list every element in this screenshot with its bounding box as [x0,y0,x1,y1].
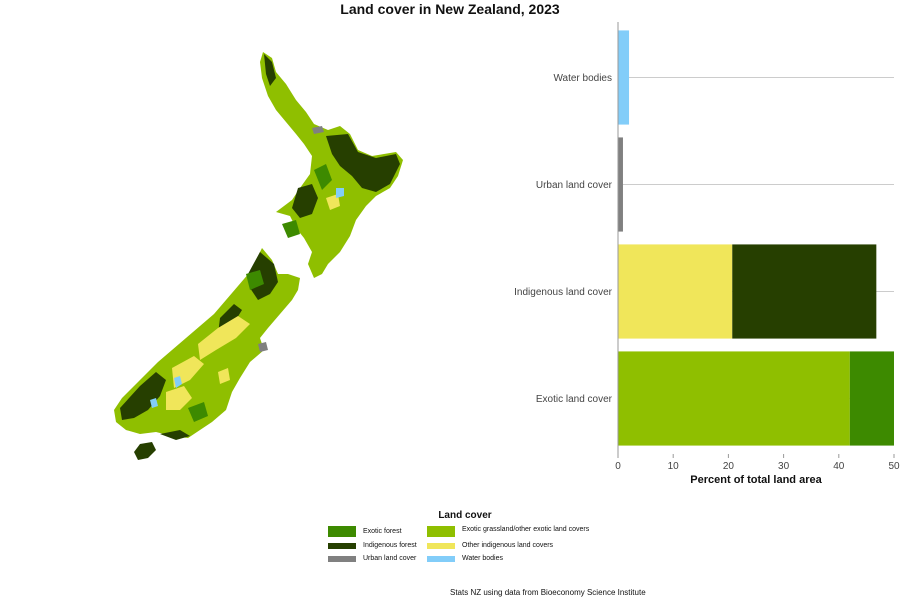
legend-swatch-exotic-forest [328,526,356,537]
legend-swatch-other-indigenous [427,543,455,549]
bar-segment [849,351,894,446]
chart-title: Land cover in New Zealand, 2023 [340,1,560,17]
legend-swatch-exotic-grassland [427,526,455,537]
legend-swatch-water [427,556,455,562]
legend-label: Other indigenous land covers [462,542,554,549]
bar-segment [618,244,733,339]
exotic-forest-patches [188,164,332,422]
bar-chart: Water bodies Urban land cover Indigenous l… [514,22,900,486]
legend-label: Indigenous forest [363,542,417,549]
bar-segment [618,351,850,446]
tick-label: 40 [833,461,845,472]
other-indigenous-patches [166,194,340,410]
bars-layer [618,30,894,446]
legend-item-indigenous-forest: Indigenous forest [328,541,427,550]
legend-item-exotic-grassland: Exotic grassland/other exotic land cover… [427,526,597,537]
legend-item-exotic-forest: Exotic forest [328,526,427,537]
tick-label: 50 [888,461,900,472]
bar-segment [618,137,623,232]
tick-label: 30 [778,461,790,472]
lakes [150,188,344,408]
legend-swatch-indigenous-forest [328,543,356,549]
urban-areas [258,126,324,352]
category-label: Water bodies [553,73,612,84]
tick-label: 10 [668,461,680,472]
stewart-island-shape [134,442,156,460]
source-note: Stats NZ using data from Bioeconomy Scie… [450,588,646,597]
legend-label: Exotic forest [363,528,402,535]
indigenous-forest-patches [120,54,400,440]
category-label: Urban land cover [536,180,613,191]
legend-item-other-indigenous: Other indigenous land covers [427,541,597,550]
legend-item-water: Water bodies [427,554,597,563]
legend-label: Exotic grassland/other exotic land cover… [462,526,590,533]
tick-label: 20 [723,461,735,472]
bar-segment [732,244,877,339]
x-axis-ticks: 0 10 20 30 40 50 [615,454,900,472]
legend-item-urban: Urban land cover [328,554,427,563]
legend-label: Water bodies [462,555,503,562]
x-axis-title: Percent of total land area [690,474,822,486]
legend: Land cover Exotic forest Exotic grasslan… [328,510,598,563]
category-label: Exotic land cover [536,394,613,405]
grid-lines [618,77,894,399]
bar-segment [618,30,630,125]
category-label: Indigenous land cover [514,287,613,298]
legend-grid: Exotic forest Exotic grassland/other exo… [328,526,598,563]
legend-swatch-urban [328,556,356,562]
legend-label: Urban land cover [363,555,417,562]
tick-label: 0 [615,461,621,472]
new-zealand-land-cover-map [114,52,403,460]
category-labels: Water bodies Urban land cover Indigenous l… [514,73,613,405]
legend-title: Land cover [438,510,492,521]
